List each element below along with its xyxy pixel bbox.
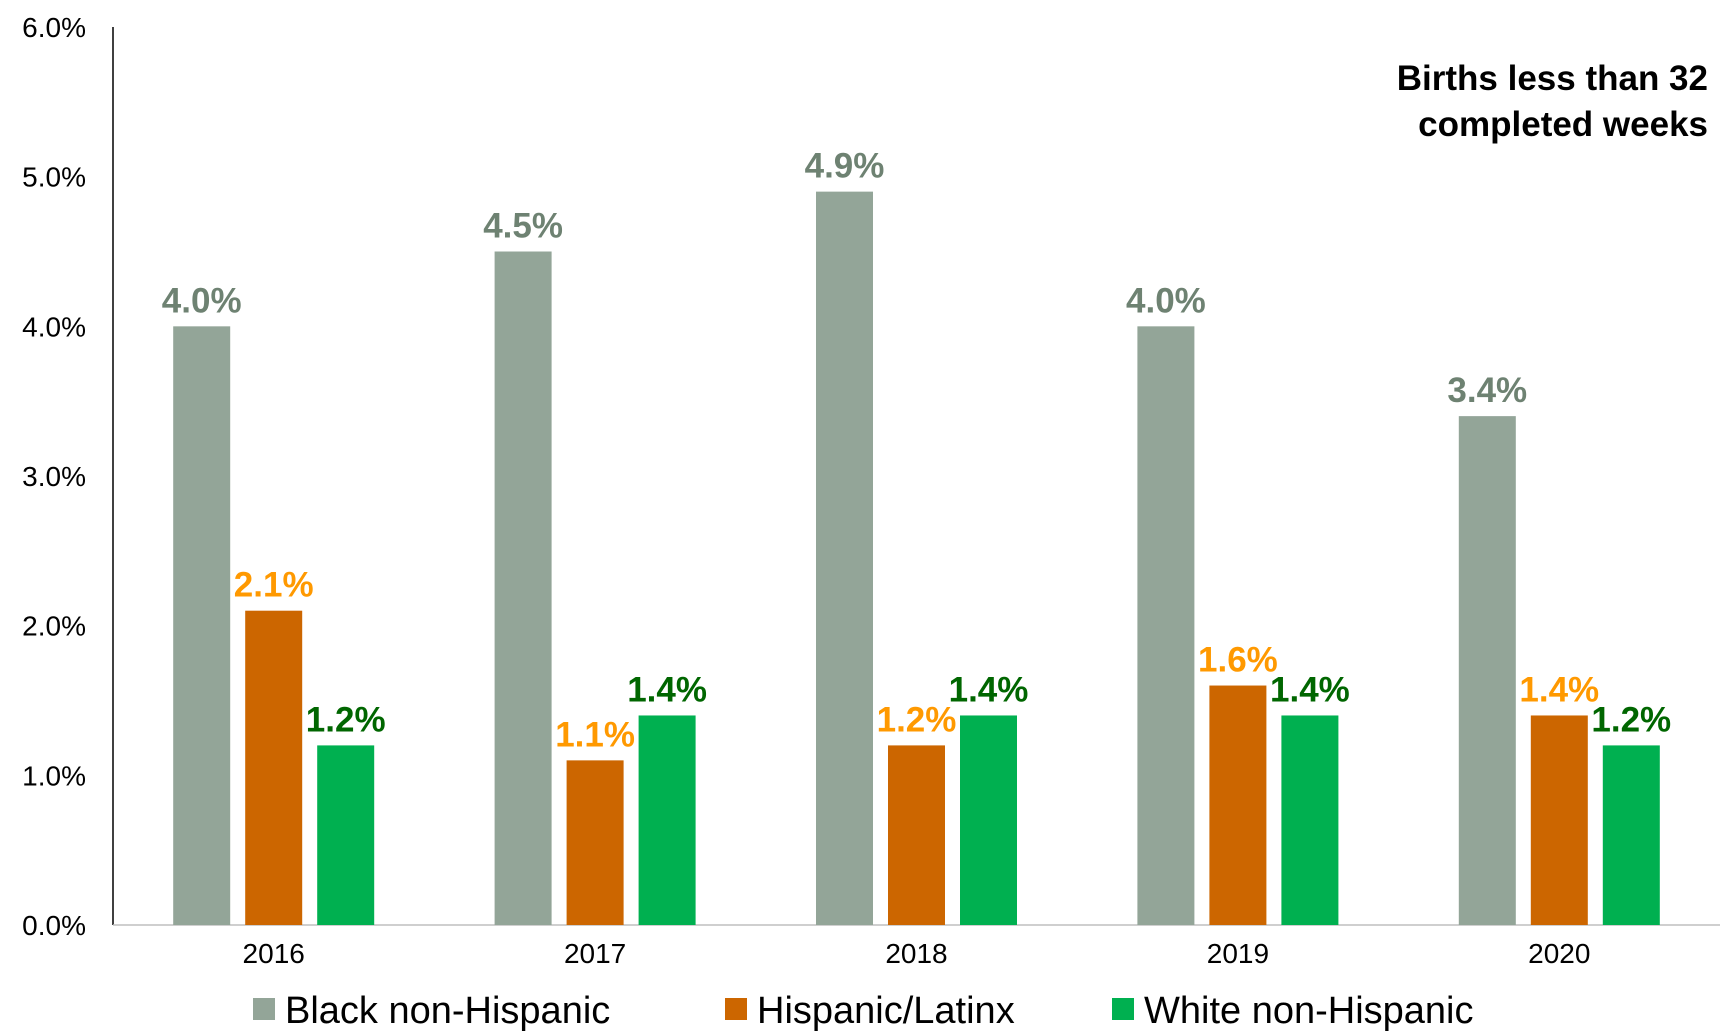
bar xyxy=(317,745,375,925)
legend-label: White non-Hispanic xyxy=(1144,990,1473,1032)
x-tick-label: 2016 xyxy=(243,938,305,969)
data-label: 1.6% xyxy=(1198,641,1278,680)
bars xyxy=(173,191,1660,926)
bar xyxy=(245,610,303,925)
data-label: 4.9% xyxy=(805,147,885,186)
data-label: 2.1% xyxy=(234,566,314,605)
bar xyxy=(566,760,624,925)
y-tick-label: 1.0% xyxy=(22,760,86,791)
x-tick-label: 2018 xyxy=(885,938,947,969)
bar xyxy=(1602,745,1660,925)
bar xyxy=(1458,416,1516,925)
x-tick-label: 2017 xyxy=(564,938,626,969)
data-label: 1.1% xyxy=(555,715,635,754)
bar xyxy=(1530,715,1588,925)
bar xyxy=(1209,685,1267,925)
legend-swatch xyxy=(253,998,275,1020)
legend: Black non-Hispanic Hispanic/Latinx White n… xyxy=(253,990,1473,1032)
bar xyxy=(888,745,945,925)
x-tick-label: 2020 xyxy=(1528,938,1590,969)
bar xyxy=(638,715,696,925)
y-axis: 0.0% 1.0% 2.0% 3.0% 4.0% 5.0% 6.0% xyxy=(22,12,114,941)
y-tick-label: 6.0% xyxy=(22,12,86,43)
x-axis: 2016 2017 2018 2019 2020 xyxy=(113,924,1720,969)
data-label: 1.2% xyxy=(1591,700,1671,739)
chart-title-line-2: completed weeks xyxy=(1418,105,1708,144)
y-tick-label: 5.0% xyxy=(22,162,86,193)
data-label: 1.4% xyxy=(949,670,1029,709)
bar xyxy=(494,251,552,925)
bar xyxy=(816,191,873,926)
data-labels: 4.0%2.1%1.2%4.5%1.1%1.4%4.9%1.2%1.4%4.0%… xyxy=(162,147,1671,755)
chart-title: Births less than 32 completed weeks xyxy=(1397,59,1708,144)
legend-label: Black non-Hispanic xyxy=(285,990,610,1032)
chart-title-line-1: Births less than 32 xyxy=(1397,59,1708,98)
data-label: 4.0% xyxy=(1126,281,1206,320)
bar xyxy=(1137,326,1195,925)
data-label: 1.2% xyxy=(306,700,386,739)
data-label: 4.0% xyxy=(162,281,242,320)
y-tick-label: 3.0% xyxy=(22,461,86,492)
data-label: 1.4% xyxy=(1270,670,1350,709)
y-tick-label: 0.0% xyxy=(22,910,86,941)
data-label: 1.4% xyxy=(627,670,707,709)
data-label: 3.4% xyxy=(1447,371,1527,410)
bar xyxy=(1281,715,1339,925)
legend-swatch xyxy=(725,998,747,1020)
y-tick-label: 4.0% xyxy=(22,311,86,342)
legend-label: Hispanic/Latinx xyxy=(757,990,1015,1032)
bar xyxy=(173,326,231,925)
x-tick-label: 2019 xyxy=(1207,938,1269,969)
bar xyxy=(960,715,1017,925)
y-tick-label: 2.0% xyxy=(22,611,86,642)
data-label: 4.5% xyxy=(483,207,563,246)
data-label: 1.4% xyxy=(1519,670,1599,709)
legend-swatch xyxy=(1112,998,1134,1020)
data-label: 1.2% xyxy=(877,700,957,739)
